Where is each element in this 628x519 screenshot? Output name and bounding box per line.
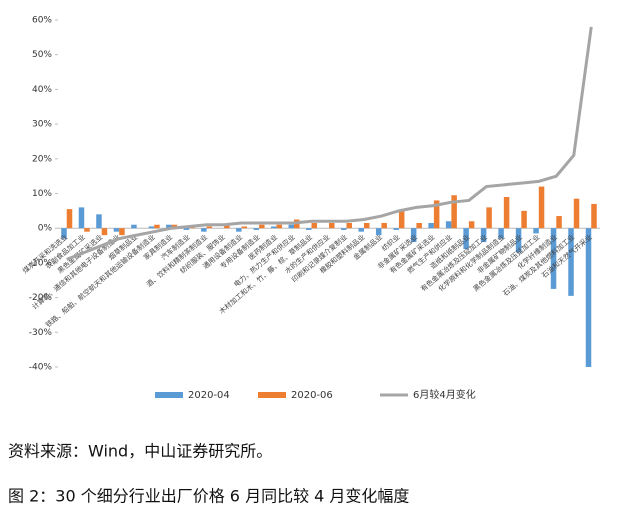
bar [259, 224, 265, 229]
bar [166, 224, 172, 229]
y-tick-label: 50% [32, 50, 52, 60]
bar [101, 228, 108, 236]
bar [538, 186, 545, 229]
y-tick-label: 0% [38, 224, 53, 234]
line-series [66, 26, 593, 261]
bar [468, 221, 475, 229]
bar [533, 228, 539, 234]
bar [346, 222, 352, 229]
caption: 图 2：30 个细分行业出厂价格 6 月同比较 4 月变化幅度 [8, 487, 409, 506]
bar [521, 210, 527, 229]
bar [556, 216, 562, 229]
y-tick-label: 60% [32, 16, 52, 26]
bar [61, 228, 67, 239]
bar [515, 228, 522, 253]
bar [154, 224, 160, 229]
y-tick-label: -30% [29, 328, 53, 338]
bar [550, 228, 557, 289]
bar [253, 228, 260, 230]
y-tick-label: 20% [32, 154, 52, 164]
bar [271, 226, 277, 229]
bar [84, 228, 90, 232]
bar [236, 228, 242, 232]
bar [276, 224, 283, 229]
legend-label: 2020-06 [291, 390, 333, 401]
bar [573, 198, 580, 229]
bar [206, 226, 213, 229]
bar [148, 226, 155, 229]
bar [288, 224, 295, 229]
bar [311, 222, 318, 229]
bar [398, 210, 405, 229]
bar [498, 228, 504, 239]
bar [363, 222, 370, 229]
bar [451, 195, 457, 229]
source: 资料来源：Wind，中山证券研究所。 [8, 442, 272, 461]
bar [480, 228, 487, 243]
bar [416, 222, 422, 229]
bar [96, 214, 102, 229]
y-tick-label: -40% [29, 363, 53, 373]
bar [433, 200, 440, 229]
y-tick-label: -20% [29, 293, 53, 303]
bar [445, 221, 452, 229]
bar [381, 222, 387, 229]
bar [306, 228, 312, 230]
y-tick-label: 30% [32, 120, 52, 130]
y-tick-label: -10% [29, 258, 53, 268]
bar [585, 228, 592, 367]
bar [113, 228, 120, 232]
bar [329, 222, 335, 229]
bar [410, 228, 417, 243]
y-tick-label: 10% [32, 189, 52, 199]
bar [78, 207, 85, 229]
y-tick-label: 40% [32, 85, 52, 95]
bar [486, 207, 492, 229]
bar [183, 228, 190, 230]
bar [224, 224, 230, 229]
legend-swatch [155, 392, 183, 398]
bar [66, 209, 73, 229]
bar [463, 228, 469, 250]
legend-label: 6月较4月变化 [413, 388, 476, 401]
bar [201, 228, 207, 232]
bar [591, 203, 597, 229]
bar [340, 228, 347, 230]
bar [358, 228, 364, 232]
bar [119, 228, 125, 236]
bar [131, 224, 137, 229]
bar [375, 228, 382, 236]
legend-label: 2020-04 [188, 390, 230, 401]
bar [241, 226, 248, 229]
bar [568, 228, 574, 296]
legend-swatch [258, 392, 286, 398]
bar [393, 228, 399, 230]
bar [428, 222, 434, 229]
bar [503, 196, 510, 229]
